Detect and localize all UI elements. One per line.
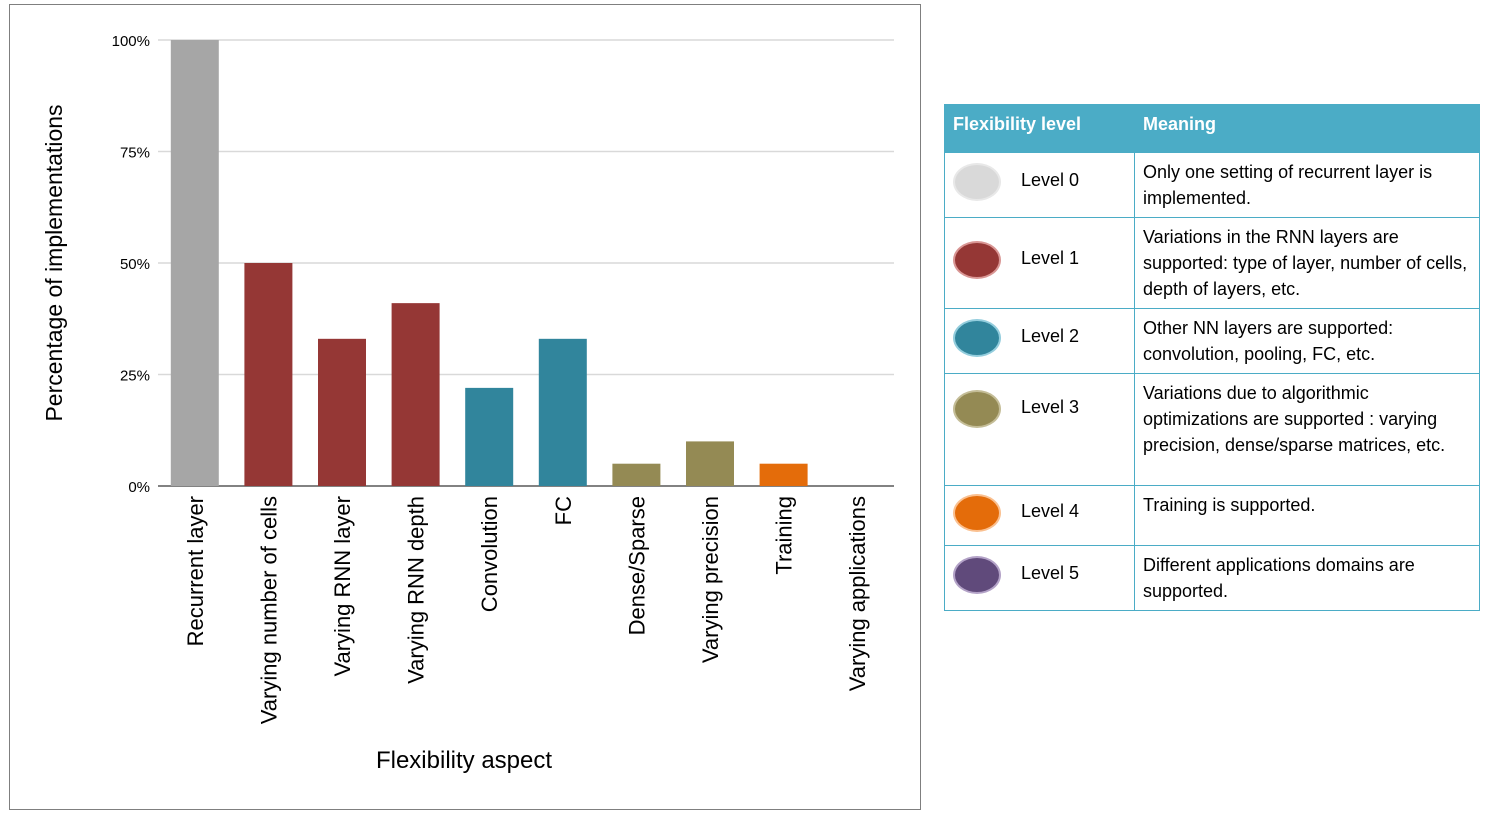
legend-row-level-0: Level 0 Only one setting of recurrent la… (944, 152, 1480, 218)
legend-header-row: Flexibility level Meaning (944, 104, 1480, 153)
legend-level-cell: Level 5 (944, 545, 1135, 611)
x-tick-label: Recurrent layer (183, 496, 208, 646)
legend-level-cell: Level 3 (944, 373, 1135, 486)
legend-level-cell: Level 2 (944, 308, 1135, 374)
bar-dense-sparse (612, 463, 661, 486)
legend-row-level-3: Level 3 Variations due to algorithmic op… (944, 373, 1480, 486)
bar-varying-rnn-depth (391, 303, 440, 486)
bar-training (759, 463, 808, 486)
legend-level-cell: Level 0 (944, 152, 1135, 218)
flexibility-legend-table: Flexibility level Meaning Level 0 Only o… (944, 104, 1480, 611)
legend-level-label: Level 0 (1021, 170, 1080, 190)
x-tick-label: Training (772, 496, 797, 575)
y-tick-label: 75% (120, 145, 150, 162)
legend-meaning: Training is supported. (1134, 485, 1480, 546)
legend-level-label: Level 1 (1021, 248, 1080, 268)
legend-level-cell: Level 4 (944, 485, 1135, 546)
y-tick-label: 0% (128, 479, 150, 496)
legend-meaning: Other NN layers are supported: convoluti… (1134, 308, 1480, 374)
x-tick-label: FC (551, 496, 576, 525)
bar-recurrent-layer (170, 40, 219, 486)
legend-row-level-1: Level 1 Variations in the RNN layers are… (944, 217, 1480, 309)
bar-varying-rnn-layer (318, 338, 366, 486)
legend-level-label: Level 2 (1021, 326, 1080, 346)
bar-varying-number-of-cells (244, 263, 293, 486)
legend-level-label: Level 3 (1021, 397, 1080, 417)
level-4-swatch-icon (953, 494, 1001, 532)
y-tick-label: 50% (120, 256, 150, 273)
legend-meaning: Variations due to algorithmic optimizati… (1134, 373, 1480, 486)
x-tick-label: Varying applications (845, 496, 870, 691)
legend-meaning: Variations in the RNN layers are support… (1134, 217, 1480, 309)
legend-level-label: Level 5 (1021, 563, 1080, 583)
x-tick-label: Varying precision (698, 496, 723, 663)
level-0-swatch-icon (953, 163, 1001, 201)
legend-row-level-4: Level 4 Training is supported. (944, 485, 1480, 546)
level-2-swatch-icon (953, 319, 1001, 357)
legend-header-meaning: Meaning (1134, 104, 1480, 153)
y-tick-label: 25% (120, 368, 150, 385)
x-axis-title: Flexibility aspect (376, 747, 552, 774)
legend-level-cell: Level 1 (944, 217, 1135, 309)
bar-fc (538, 338, 587, 486)
level-1-swatch-icon (953, 241, 1001, 279)
x-tick-label: Varying RNN layer (330, 496, 355, 677)
legend-row-level-2: Level 2 Other NN layers are supported: c… (944, 308, 1480, 374)
x-tick-label: Dense/Sparse (624, 496, 649, 635)
chart-panel: 0% 25% 50% 75% 100% Recurrent layer Varying nu… (9, 4, 921, 810)
x-tick-label: Varying number of cells (256, 496, 281, 724)
y-tick-label: 100% (112, 33, 150, 50)
legend-meaning: Only one setting of recurrent layer is i… (1134, 152, 1480, 218)
level-5-swatch-icon (953, 556, 1001, 594)
x-tick-label: Varying RNN depth (404, 496, 429, 684)
legend-meaning: Different applications domains are suppo… (1134, 545, 1480, 611)
level-3-swatch-icon (953, 390, 1001, 428)
bar-varying-precision (686, 441, 734, 486)
legend-header-level: Flexibility level (944, 104, 1135, 153)
x-tick-label: Convolution (477, 496, 502, 612)
legend-level-label: Level 4 (1021, 501, 1080, 521)
bar-convolution (465, 387, 514, 486)
legend-row-level-5: Level 5 Different applications domains a… (944, 545, 1480, 611)
y-axis-title: Percentage of implementations (41, 104, 67, 421)
bar-chart: 0% 25% 50% 75% 100% Recurrent layer Varying nu… (41, 33, 894, 774)
